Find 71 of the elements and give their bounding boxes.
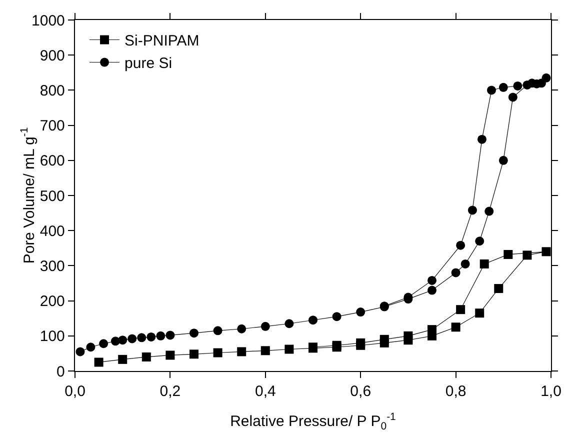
point	[468, 206, 477, 215]
point	[522, 250, 532, 260]
point	[356, 338, 366, 348]
point	[156, 331, 166, 340]
legend-label: Si-PNIPAM	[124, 32, 200, 50]
point	[460, 259, 470, 268]
y-tick-label: 900	[40, 47, 65, 64]
point	[166, 350, 175, 360]
point	[404, 331, 413, 340]
point	[487, 86, 496, 95]
point	[128, 334, 137, 344]
legend-label: pure Si	[124, 55, 172, 72]
point	[513, 81, 522, 90]
y-tick-label: 700	[40, 118, 65, 135]
point	[475, 236, 484, 246]
point	[213, 348, 222, 358]
point	[428, 286, 436, 295]
y-tick-label: 200	[40, 293, 65, 310]
x-tick-label: 0,4	[254, 383, 276, 400]
point	[451, 268, 460, 278]
point	[94, 358, 104, 367]
point	[498, 82, 508, 92]
x-tick-label: 0,8	[445, 383, 466, 400]
point	[380, 334, 389, 344]
point	[213, 326, 222, 336]
y-tick-label: 1000	[32, 12, 65, 30]
point	[118, 354, 128, 364]
x-tick-label: 0,2	[160, 383, 181, 400]
x-tick-label: 0,0	[64, 383, 86, 400]
point	[99, 339, 108, 348]
y-tick-label: 0	[56, 363, 65, 380]
x-tick-label: 1,0	[540, 383, 562, 400]
x-tick-label: 0,6	[350, 383, 372, 400]
point	[190, 328, 198, 338]
point	[477, 134, 486, 144]
point	[451, 322, 460, 332]
y-tick-label: 100	[40, 328, 65, 346]
point	[542, 73, 551, 82]
point	[137, 333, 146, 342]
y-tick-label: 400	[40, 222, 65, 240]
point	[332, 312, 342, 322]
point	[480, 259, 489, 268]
y-tick-label: 600	[40, 152, 65, 170]
point	[484, 206, 494, 216]
point	[542, 247, 551, 256]
point	[508, 92, 518, 102]
point	[428, 276, 436, 285]
point	[86, 342, 96, 352]
point	[475, 308, 484, 318]
point	[356, 308, 366, 317]
point	[498, 156, 508, 165]
point	[190, 350, 198, 359]
point	[456, 240, 466, 250]
point	[76, 347, 85, 356]
y-tick-label: 300	[40, 258, 65, 275]
point	[284, 319, 294, 328]
y-tick-label: 500	[40, 188, 65, 205]
point	[260, 322, 270, 331]
point	[166, 330, 175, 340]
point	[146, 332, 156, 342]
point	[456, 305, 466, 314]
point	[504, 250, 513, 259]
y-tick-label: 800	[40, 82, 65, 100]
point	[237, 324, 246, 334]
point	[142, 352, 151, 362]
point	[118, 336, 128, 345]
point	[237, 347, 246, 356]
point	[260, 346, 270, 356]
point	[284, 344, 294, 354]
point	[494, 284, 504, 294]
point	[308, 316, 318, 325]
